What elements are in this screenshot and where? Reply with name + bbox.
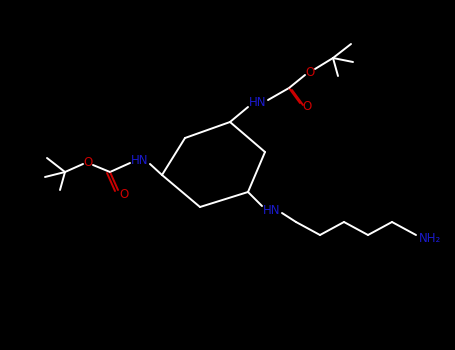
Text: O: O — [83, 155, 93, 168]
Text: O: O — [119, 188, 129, 201]
Text: O: O — [303, 100, 312, 113]
Text: HN: HN — [263, 203, 281, 217]
Text: O: O — [305, 65, 314, 78]
Text: HN: HN — [131, 154, 149, 167]
Text: NH₂: NH₂ — [419, 231, 441, 245]
Text: HN: HN — [249, 97, 267, 110]
